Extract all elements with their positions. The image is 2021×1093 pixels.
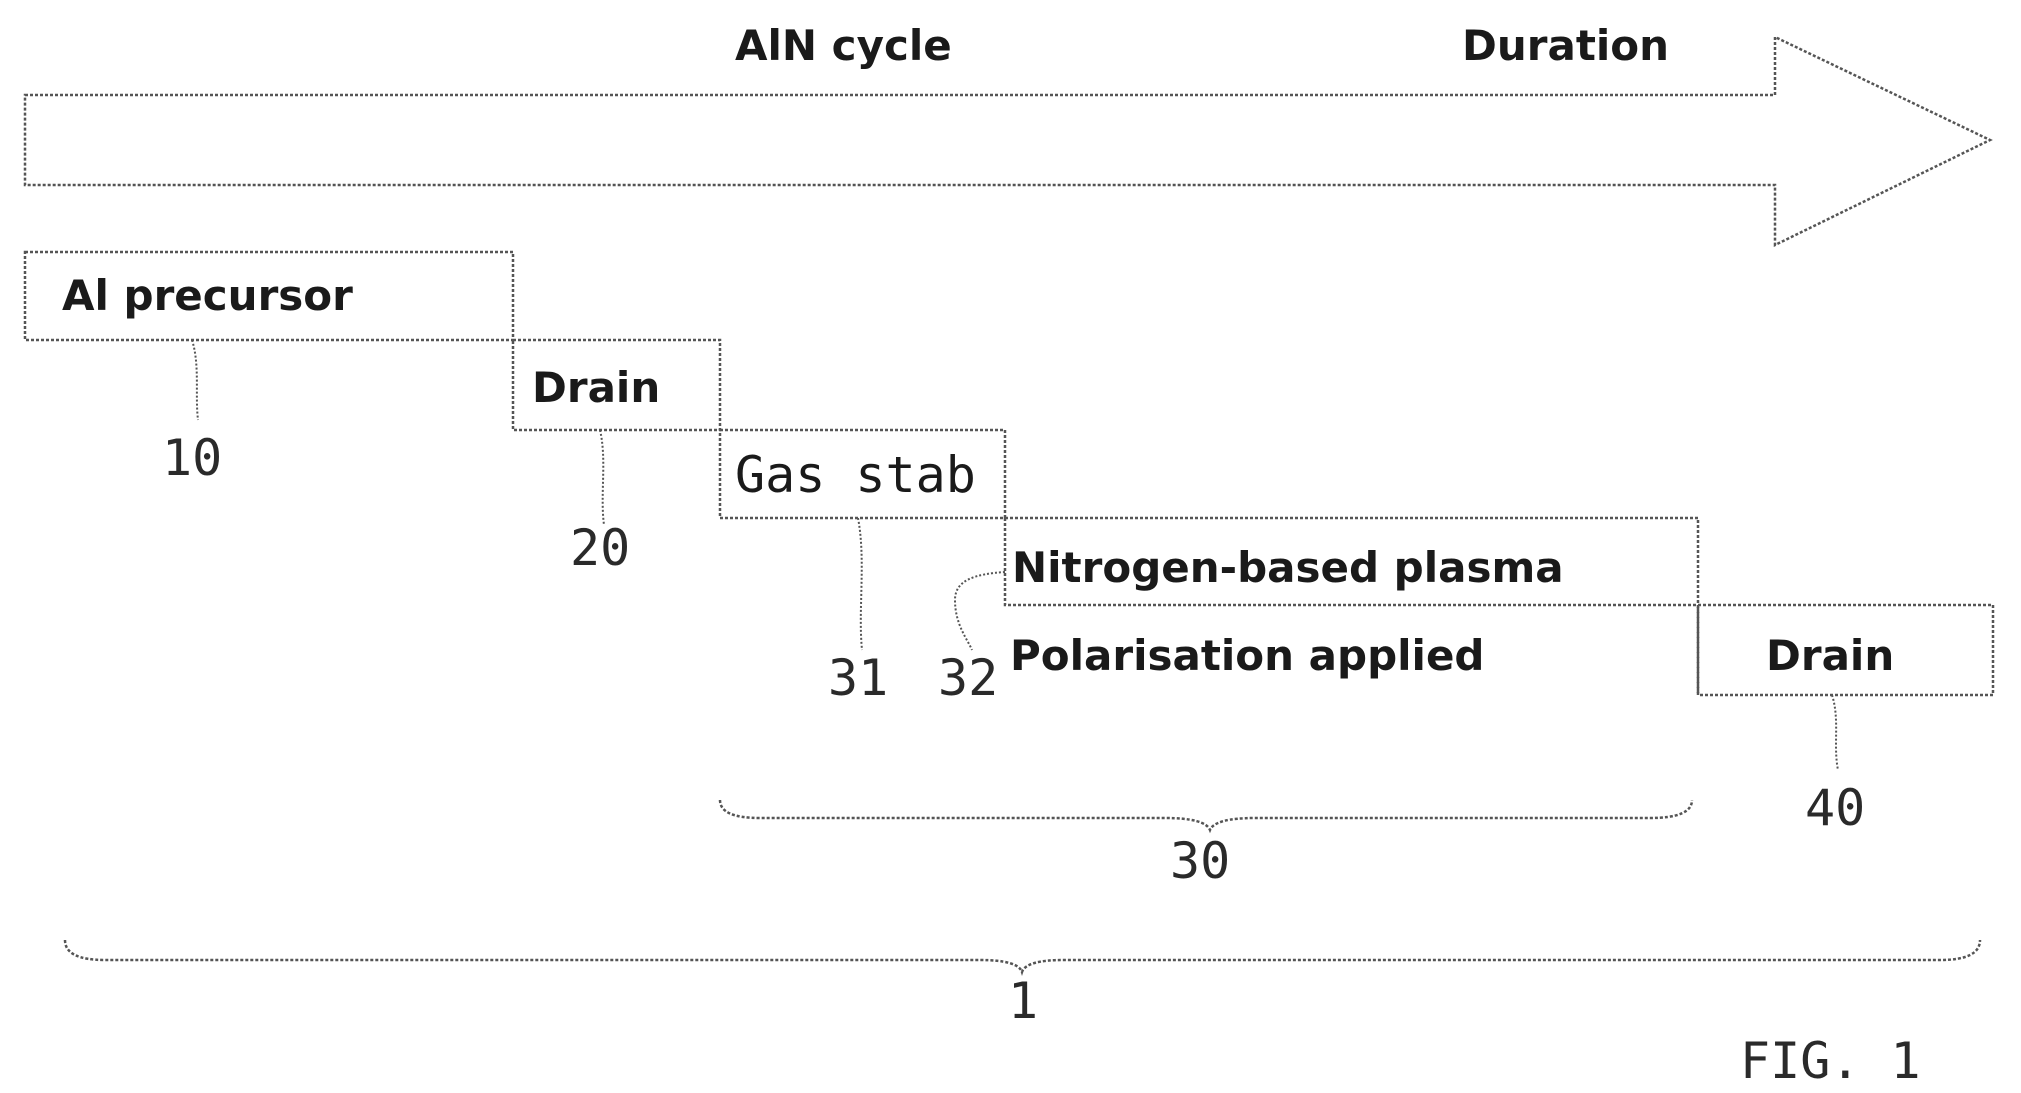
leader-20: [599, 429, 605, 526]
ref-1: 1: [1008, 972, 1038, 1030]
drain-last-box: [1696, 603, 1995, 697]
ref-30: 30: [1170, 832, 1230, 890]
al-precursor-box: [23, 250, 515, 342]
duration-label: Duration: [1462, 21, 1669, 70]
figure-label: FIG. 1: [1740, 1032, 1921, 1090]
ref-20: 20: [570, 519, 630, 577]
plasma-polarisation-box: [1003, 516, 1700, 695]
brace-1: [63, 939, 1982, 976]
ref-32: 32: [938, 649, 998, 707]
ref-10: 10: [162, 429, 222, 487]
duration-arrow: [23, 35, 1993, 248]
al-precursor-label: Al precursor: [62, 271, 353, 320]
brace-30: [718, 799, 1694, 834]
ref-40: 40: [1805, 779, 1865, 837]
nitrogen-plasma-label: Nitrogen-based plasma: [1012, 543, 1564, 592]
drain-last-label: Drain: [1766, 631, 1894, 680]
gas-stab-label: Gas stab: [735, 446, 976, 504]
drain-first-label: Drain: [532, 363, 660, 412]
ref-31: 31: [828, 649, 888, 707]
leader-31: [857, 517, 863, 651]
leader-32: [953, 571, 1006, 651]
polarisation-label: Polarisation applied: [1010, 631, 1485, 680]
gas-stab-box: [718, 428, 1007, 520]
cycle-title: AlN cycle: [735, 21, 952, 70]
leader-40: [1831, 694, 1839, 771]
leader-10: [191, 339, 199, 421]
drain-first-box: [511, 338, 722, 432]
